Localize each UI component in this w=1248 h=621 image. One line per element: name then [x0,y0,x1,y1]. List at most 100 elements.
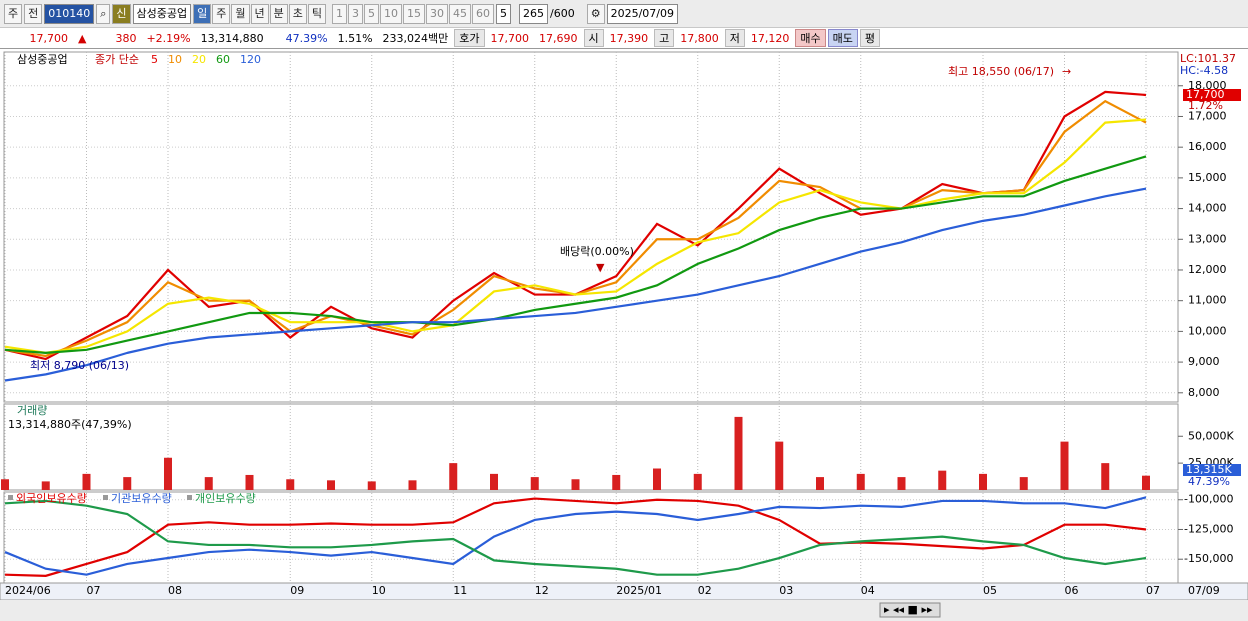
period-button[interactable]: 년 [250,3,269,24]
count-max: /600 [550,7,575,20]
date-input[interactable]: 2025/07/09 [606,3,679,24]
annotation-arrow: ▼ [596,261,605,274]
series-line [4,155,1147,354]
buy-button[interactable]: 매수 [795,29,826,47]
interval-button[interactable]: 3 [348,3,364,24]
chart-subtitle: 13,314,880주(47,39%) [8,418,132,431]
volume-bar [612,474,621,490]
interval-button[interactable]: 15 [403,3,426,24]
legend-swatch [8,495,13,500]
series-line [4,499,1147,576]
volume-tag-box [1183,464,1241,476]
y-tick-label: 18,000 [1188,79,1227,92]
period-button[interactable]: 월 [231,3,250,24]
tool-buttons[interactable]: ⚙ [586,3,605,24]
period-button[interactable]: 주 [212,3,231,24]
info-bar: 17,700 ▲ 380 +2.19% 13,314,880 47.39% 1.… [0,28,1248,49]
volume-tag: 13,315K [1186,463,1232,476]
code-input[interactable]: 010140 [44,3,95,24]
volume-bar [856,473,865,490]
x-tick-label: 07 [1146,584,1160,597]
price-tag: 17,700 [1186,88,1225,101]
bid: 17,690 [539,31,578,45]
interval-button[interactable]: 30 [426,3,449,24]
y-tick-label: 12,000 [1188,263,1227,276]
volume-bar [1101,463,1110,490]
count[interactable]: 265 [519,3,549,24]
x-tick-label: 07 [87,584,101,597]
interval-button[interactable]: 45 [449,3,472,24]
low-label: 저 [724,29,745,47]
sell-button[interactable]: 매도 [827,29,858,47]
annotation: 최저 8,790 (06/13) [30,359,129,372]
volume-pct: 47.39% [285,31,328,45]
ask-label: 호가 [454,29,485,47]
x-tick-label: 2024/06 [5,584,51,597]
x-tick-label: 02 [698,584,712,597]
market-button[interactable]: 주 [4,3,23,24]
volume-bar [775,441,784,490]
search-button[interactable]: ⌕ [96,3,111,24]
annotation: 최고 18,550 (06/17) [948,65,1054,78]
interval-buttons: 1 3 5 10 15 30 45 60 [332,3,495,24]
amount: 233,024백만 [382,32,449,45]
arrow: ▲ [78,31,87,45]
y-tick-label: 9,000 [1188,355,1220,368]
volume-bar [1019,477,1028,490]
pct-tag: 1.72% [1188,99,1223,112]
series-line [4,187,1147,382]
volume-bar [286,479,295,490]
open-label: 시 [583,29,604,47]
price: 17,700 [29,31,69,45]
count-select[interactable]: 5 [496,3,512,24]
interval-button[interactable]: 1 [332,3,348,24]
volume-bar [693,473,702,490]
x-tick-label: 04 [861,584,875,597]
period-button[interactable]: 틱 [307,3,327,24]
new-button[interactable]: 신 [112,3,131,24]
period-button[interactable]: 분 [269,3,288,24]
y-tick-label: 15,000 [1188,171,1227,184]
legend-entry: 10 [168,53,182,66]
high-label: 고 [654,29,675,47]
interval-button[interactable]: 5 [364,3,380,24]
volume-bar [449,463,458,490]
y-tick-label: -125,000 [1184,522,1233,535]
x-tick-label: 11 [453,584,467,597]
interval-button[interactable]: 60 [472,3,495,24]
volume-bar [897,477,906,490]
x-tick-label: 2025/01 [616,584,662,597]
volume-bar [408,480,417,490]
volume-bar [123,477,132,490]
interval-button[interactable]: 10 [380,3,403,24]
prev-button[interactable]: 전 [24,3,43,24]
volume-bar [1142,475,1150,490]
high: 17,800 [680,31,719,45]
legend-entry: 5 [151,53,158,66]
y-tick-label: 16,000 [1188,140,1227,153]
volume-bar [571,479,580,490]
stock-name: 삼성중공업 [132,3,192,24]
hc-label: HC:-4.58 [1180,64,1228,77]
change: 380 [115,31,137,45]
legend-swatch [103,495,108,500]
volume-bar [41,481,50,490]
avg-button[interactable]: 평 [859,29,881,47]
period-button[interactable]: 초 [288,3,307,24]
ask: 17,700 [490,31,530,45]
x-tick-label: 06 [1065,584,1079,597]
annotation: 배당락(0.00%) [560,245,634,258]
price-tag-box [1183,89,1241,101]
volume-bar [530,477,539,490]
x-tick-label: 03 [779,584,793,597]
chart-title: 삼성중공업 [17,53,68,66]
x-tick-label: 09 [290,584,304,597]
price-panel [3,51,1179,403]
x-tick-label: 05 [983,584,997,597]
period-button[interactable]: 일 [193,3,212,24]
open: 17,390 [609,31,649,45]
scroll-controls[interactable] [879,602,941,618]
series-line [4,497,1147,577]
volume-bar [979,473,987,490]
